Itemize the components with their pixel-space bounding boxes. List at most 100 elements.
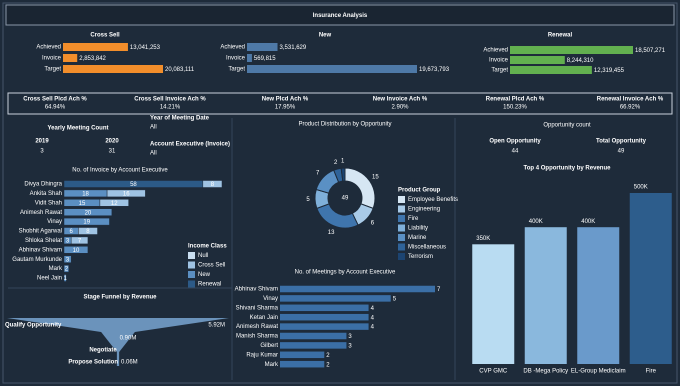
data-label: 15 — [79, 201, 86, 207]
data-label: 1 — [64, 276, 68, 282]
data-label: 4 — [371, 315, 375, 321]
chart-title: Product Distribution by Opportunity — [298, 122, 391, 128]
year-label: 2020 — [105, 139, 119, 145]
filter-label: Account Executive (Invoice) — [150, 142, 230, 148]
data-label: 15 — [372, 174, 379, 180]
bar — [577, 227, 620, 364]
kpi-label: New Plcd Ach % — [262, 97, 309, 103]
bar — [63, 43, 128, 51]
legend-title: Product Group — [398, 188, 441, 194]
kpi-value: 14.21% — [160, 105, 181, 111]
legend-swatch — [398, 196, 405, 203]
kpi-value: 66.92% — [620, 105, 641, 111]
legend-label: Renewal — [198, 282, 221, 288]
pie-slice — [340, 167, 346, 182]
bar — [247, 54, 252, 62]
opportunity-value: 44 — [512, 149, 519, 155]
filter-value: All — [150, 125, 157, 131]
bar — [510, 66, 592, 74]
category-label: Animesh Rawat — [20, 210, 62, 216]
filter-label: Year of Meeting Date — [150, 116, 210, 122]
year-label: 2019 — [35, 139, 49, 145]
data-label: 16 — [123, 191, 130, 197]
data-label: 6 — [70, 229, 74, 235]
data-label: 3 — [348, 343, 352, 349]
stage-label: Qualify Opportunity — [5, 323, 62, 329]
legend-swatch — [398, 243, 405, 251]
bar-segment — [63, 246, 89, 254]
data-label: 3,531,629 — [280, 45, 307, 51]
legend-swatch — [188, 271, 195, 278]
kpi-value: 2.90% — [391, 105, 409, 111]
bar-segment — [70, 236, 89, 245]
data-label: 58 — [130, 182, 137, 188]
data-label: 3 — [66, 257, 70, 263]
category-label: Target — [491, 68, 508, 74]
data-label: 8 — [86, 229, 90, 235]
category-label: Manish Sharma — [236, 334, 279, 340]
chart-title: Renewal — [548, 33, 573, 39]
bar — [280, 360, 325, 368]
bar-segment — [63, 274, 67, 282]
filter-value: All — [150, 151, 157, 157]
bar-segment — [63, 217, 110, 226]
legend-swatch — [188, 280, 195, 288]
dashboard-title: Insurance Analysis — [313, 13, 368, 19]
legend-swatch — [398, 224, 405, 232]
data-label: 4 — [371, 306, 375, 312]
bar — [247, 65, 417, 73]
data-label: 13 — [328, 230, 335, 236]
bar-segment — [106, 189, 146, 198]
legend-label: Employee Benefits — [408, 197, 458, 203]
data-label: 3 — [348, 334, 352, 340]
legend-swatch — [398, 253, 405, 260]
chart-title: Stage Funnel by Revenue — [83, 295, 157, 301]
category-label: Achieved — [220, 45, 245, 51]
bar-segment — [99, 199, 129, 207]
bar-segment — [202, 180, 223, 188]
bar — [280, 304, 369, 312]
data-label: 400K — [581, 219, 595, 225]
chart-title: No. of Invoice by Account Executive — [72, 168, 168, 174]
chart-title: Cross Sell — [90, 33, 120, 39]
data-label: 19,673,793 — [419, 67, 450, 73]
category-label: Invoice — [42, 56, 62, 62]
bar — [63, 54, 78, 62]
data-label: 4 — [371, 325, 375, 331]
bar — [280, 295, 391, 302]
category-label: Target — [228, 67, 245, 73]
category-label: Gautam Murkunde — [12, 257, 62, 263]
category-label: Achieved — [36, 45, 61, 51]
data-label: 8,244,310 — [567, 58, 594, 64]
data-label: 20 — [85, 210, 92, 216]
data-label: 7 — [316, 171, 320, 177]
category-label: Divya Dhingra — [24, 182, 62, 188]
kpi-value: 17.95% — [275, 105, 296, 111]
category-label: Invoice — [489, 58, 509, 64]
legend-swatch — [188, 261, 195, 269]
category-label: Vinay — [263, 296, 278, 302]
bar-segment — [63, 264, 70, 273]
data-label: 350K — [476, 236, 490, 242]
bar — [280, 342, 347, 349]
opportunity-label: Total Opportunity — [596, 139, 647, 145]
data-label: 19 — [83, 220, 90, 226]
kpi-value: 64.94% — [45, 105, 66, 111]
kpi-label: Cross Sell Plcd Ach % — [23, 97, 87, 103]
chart-title: New — [319, 33, 332, 39]
data-label: 2 — [326, 362, 330, 368]
bar — [510, 56, 565, 64]
funnel-stage — [116, 352, 120, 366]
category-label: Mark — [49, 266, 63, 272]
data-label: 500K — [634, 185, 648, 191]
bar — [280, 313, 369, 321]
data-label: 12 — [111, 201, 118, 207]
legend-swatch — [398, 205, 405, 213]
bar — [63, 65, 163, 73]
data-label: 2 — [65, 267, 69, 273]
data-label: 0.06M — [121, 360, 138, 366]
bar-segment — [63, 208, 113, 216]
data-label: 569,815 — [254, 56, 276, 62]
bar — [472, 244, 515, 364]
year-value: 3 — [40, 149, 44, 155]
